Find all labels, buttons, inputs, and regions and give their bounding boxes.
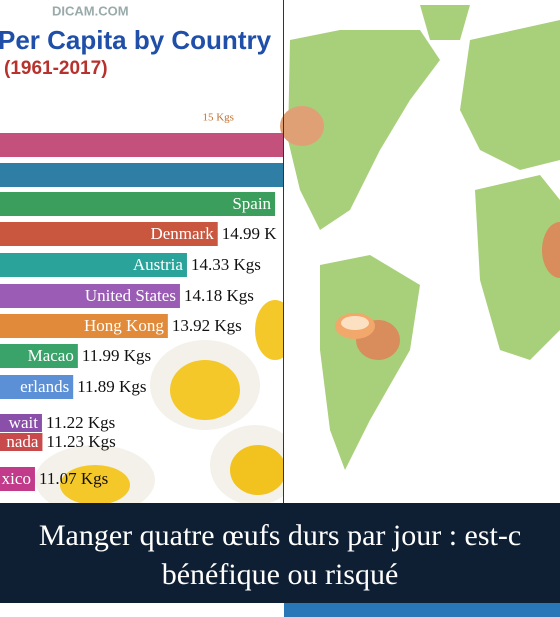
caption-band <box>0 503 560 603</box>
bar <box>0 414 42 432</box>
bar <box>0 375 74 399</box>
caption-line: Manger quatre œufs durs par jour : est-c <box>39 519 521 552</box>
bar <box>0 133 283 157</box>
value-label: 11.99 Kgs <box>82 346 151 365</box>
bar <box>0 467 35 491</box>
bar-label: xico <box>2 469 31 488</box>
chart-subtitle: (1961-2017) <box>4 58 108 79</box>
bar <box>0 192 276 216</box>
bar-label: Austria <box>133 255 184 274</box>
bar <box>0 163 283 187</box>
caption-line: bénéfique ou risqué <box>162 558 399 591</box>
bar <box>0 314 168 338</box>
bar-label: nada <box>6 432 39 451</box>
bar <box>0 253 187 277</box>
value-label: 11.23 Kgs <box>46 432 115 451</box>
bar-label: wait <box>9 413 39 432</box>
chart-title: Per Capita by Country <box>0 25 272 55</box>
value-label: 14.99 K <box>222 224 277 243</box>
bar-label: United States <box>85 286 176 305</box>
bar-chart: 15 Kgs Spain Denmark 14.99 K Austria 14.33 Kg… <box>0 112 283 491</box>
value-label: 14.33 Kgs <box>191 255 261 274</box>
watermark: DICAM.COM <box>52 3 129 18</box>
bar-label: Macao <box>28 346 74 365</box>
bar <box>0 433 43 451</box>
value-label: 14.18 Kgs <box>184 286 254 305</box>
bar-label: Denmark <box>150 224 214 243</box>
bar <box>0 344 78 368</box>
bar <box>0 284 180 308</box>
x-tick-label: 15 Kgs <box>202 112 233 124</box>
bar <box>0 222 218 246</box>
bar-label: erlands <box>20 377 69 396</box>
value-label: 11.89 Kgs <box>77 377 146 396</box>
value-label: 11.22 Kgs <box>46 413 115 432</box>
bottom-strip <box>284 603 560 617</box>
egg-decoration <box>280 106 560 360</box>
bar-label: Hong Kong <box>84 316 164 335</box>
bar-label: Spain <box>232 194 271 213</box>
world-map <box>288 5 560 470</box>
value-label: 11.07 Kgs <box>39 469 108 488</box>
value-label: 13.92 Kgs <box>172 316 242 335</box>
